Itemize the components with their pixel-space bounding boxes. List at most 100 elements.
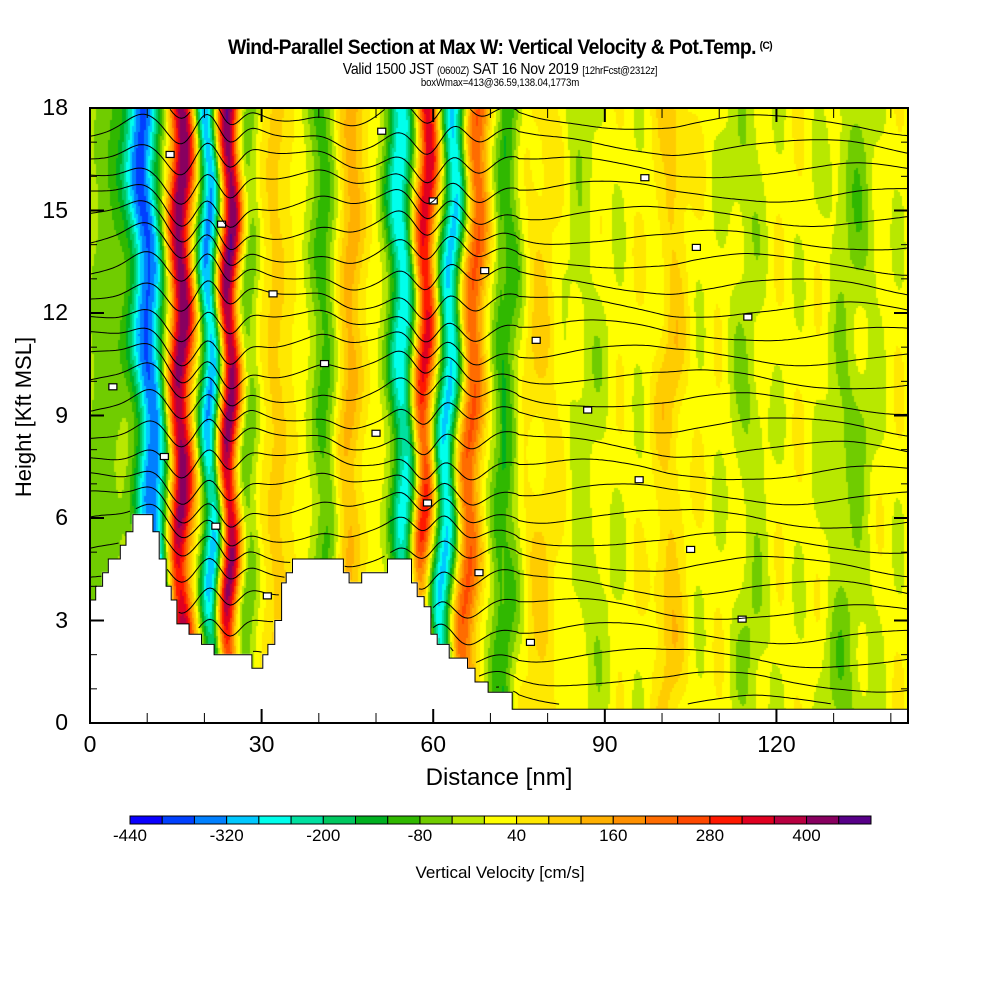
isentrope-line	[89, 342, 909, 390]
isentrope-line	[89, 449, 909, 481]
y-tick-label: 18	[42, 94, 68, 120]
colorbar-swatch	[709, 815, 743, 825]
isentrope-label	[319, 359, 330, 368]
isentrope-line	[89, 113, 909, 157]
colorbar-swatch	[387, 815, 421, 825]
terrain-profile	[89, 514, 909, 724]
x-tick-label: 120	[757, 731, 796, 757]
x-axis-title: Distance [nm]	[425, 764, 573, 791]
x-tick-label: 30	[248, 731, 275, 757]
colorbar-swatch	[322, 815, 357, 825]
isentrope-line	[89, 388, 909, 437]
isentrope-line	[496, 686, 831, 705]
isentrope-label	[480, 267, 490, 275]
isentrope-label	[262, 592, 272, 600]
y-tick-label: 6	[55, 504, 68, 530]
colorbar-tick-label: -200	[306, 826, 341, 845]
colorbar-tick-label: 280	[695, 826, 725, 845]
isentrope-label	[531, 336, 541, 344]
isentrope-line	[89, 503, 909, 554]
isentrope-line	[253, 647, 909, 669]
isentrope-label	[108, 383, 118, 391]
isentrope-label	[377, 127, 387, 135]
isentrope-label	[474, 569, 484, 577]
colorbar-swatch	[161, 815, 195, 825]
isentrope-label	[268, 290, 278, 298]
isentrope-line	[89, 308, 909, 343]
valid-prefix: Valid 1500 JST	[342, 61, 434, 78]
isentrope-line	[89, 280, 909, 320]
chart-title: Wind-Parallel Section at Max W: Vertical…	[40, 36, 960, 60]
isentrope-label	[686, 545, 696, 554]
isentrope-line	[89, 222, 909, 276]
colorbar-swatch	[129, 815, 163, 825]
colorbar-title: Vertical Velocity [cm/s]	[415, 863, 585, 882]
valid-time-line: Valid 1500 JST (0600Z) SAT 16 Nov 2019 […	[60, 61, 940, 79]
colorbar-swatch	[741, 815, 775, 825]
isentrope-label	[583, 406, 593, 414]
isentrope-line	[89, 470, 909, 506]
x-tick-label: 90	[592, 731, 618, 757]
colorbar-swatch	[612, 815, 646, 825]
isentrope-label	[159, 452, 169, 461]
isentrope-label	[216, 220, 227, 228]
x-tick-label: 60	[420, 731, 446, 757]
colorbar-swatch	[419, 815, 453, 825]
isentrope-line	[89, 486, 909, 529]
colorbar-swatch	[193, 815, 228, 825]
isentrope-line	[198, 618, 908, 646]
isentrope-label	[371, 429, 381, 437]
colorbar-swatch	[290, 815, 324, 825]
isentrope-line	[89, 251, 909, 296]
y-tick-label: 9	[55, 401, 68, 428]
vertical-velocity-field	[90, 108, 908, 723]
isentrope-line	[89, 327, 909, 367]
colorbar-tick-label: -80	[407, 826, 433, 845]
colorbar-tick-label: 40	[507, 826, 527, 845]
isentrope-line	[89, 200, 909, 251]
colorbar-swatch	[580, 815, 614, 825]
isentrope-label	[634, 476, 644, 484]
isentrope-line	[89, 418, 909, 458]
isentrope-line	[89, 533, 909, 578]
isentrope-label	[165, 150, 175, 159]
colorbar-swatch	[806, 815, 840, 825]
isentrope-line	[89, 167, 908, 205]
colorbar-swatch	[838, 815, 872, 825]
colorbar-tick-label: -320	[209, 826, 244, 845]
y-tick-label: 15	[42, 196, 68, 223]
colorbar-swatch	[644, 815, 679, 825]
colorbar-swatch	[548, 815, 582, 825]
isentrope-line	[169, 107, 909, 137]
colorbar-swatch	[516, 815, 550, 825]
valid-utc: (0600Z)	[436, 65, 469, 77]
y-tick-label: 12	[42, 299, 68, 325]
isentrope-line	[89, 362, 908, 416]
isentrope-label	[640, 174, 650, 182]
valid-date: SAT 16 Nov 2019	[472, 61, 579, 78]
y-tick-label: 3	[55, 606, 68, 633]
colorbar-swatch	[773, 815, 808, 825]
isentrope-line	[90, 183, 909, 228]
colorbar-tick-label: -440	[112, 826, 148, 845]
x-tick-label: 0	[83, 731, 97, 757]
colorbar-swatch	[483, 815, 518, 825]
isentrope-line	[89, 142, 909, 184]
colorbar-tick-label: 400	[792, 826, 821, 845]
isentrope-label	[737, 615, 747, 623]
copyright-mark: (C)	[759, 40, 773, 52]
isentrope-label	[525, 638, 536, 646]
isentrope-line	[178, 587, 909, 620]
box-info: boxWmax=413@36.59,138.04,1773m	[420, 77, 580, 89]
forecast-tag: [12hrFcst@2312z]	[582, 65, 658, 77]
colorbar-swatch	[355, 815, 389, 825]
colorbar-swatch	[451, 815, 485, 825]
colorbar-swatch	[226, 815, 260, 825]
isentrope-label	[422, 499, 433, 507]
colorbar-swatch	[258, 815, 292, 825]
chart-title-text: Wind-Parallel Section at Max W: Vertical…	[227, 36, 757, 59]
isentrope-line	[89, 557, 909, 598]
isentrope-line	[478, 671, 909, 693]
isentrope-label	[743, 313, 753, 321]
